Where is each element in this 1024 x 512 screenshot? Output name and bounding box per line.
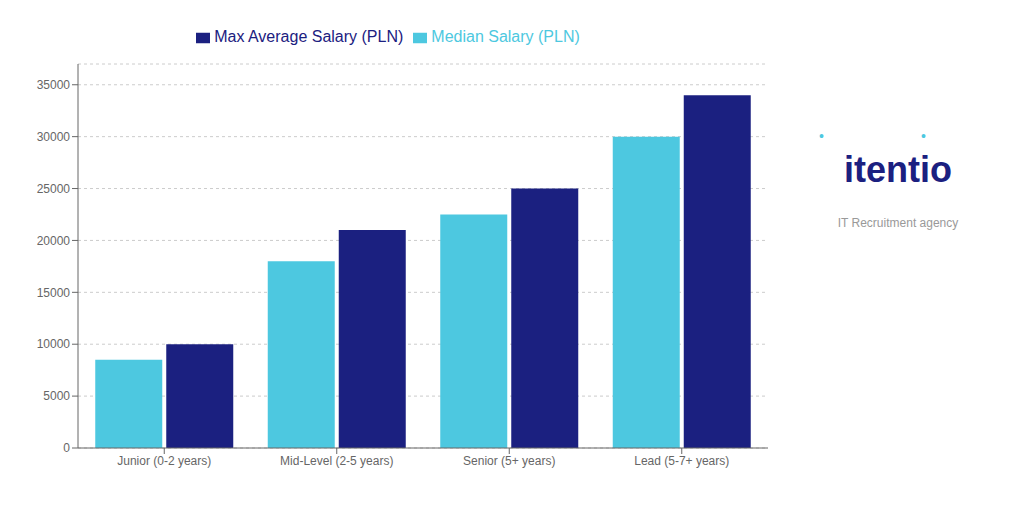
svg-text:0: 0 [63, 441, 70, 455]
svg-text:25000: 25000 [37, 182, 71, 196]
html-text:Median Salary (PLN): Median Salary (PLN) [431, 28, 580, 45]
html-text:IT Recruitment agency: IT Recruitment agency [837, 216, 959, 230]
svg-text:Mid-Level (2-5 years): Mid-Level (2-5 years) [280, 454, 393, 468]
svg-text:Junior (0-2 years): Junior (0-2 years) [117, 454, 211, 468]
svg-text:20000: 20000 [37, 234, 71, 248]
html-text:itentio: itentio [844, 149, 952, 190]
svg-text:Senior (5+ years): Senior (5+ years) [463, 454, 555, 468]
svg-text:30000: 30000 [37, 130, 71, 144]
html-text:Max Average Salary (PLN): Max Average Salary (PLN) [214, 28, 404, 45]
svg-text:Lead (5-7+ years): Lead (5-7+ years) [634, 454, 729, 468]
svg-text:10000: 10000 [37, 337, 71, 351]
svg-text:5000: 5000 [43, 389, 70, 403]
svg-text:15000: 15000 [37, 286, 71, 300]
svg-text:35000: 35000 [37, 78, 71, 92]
